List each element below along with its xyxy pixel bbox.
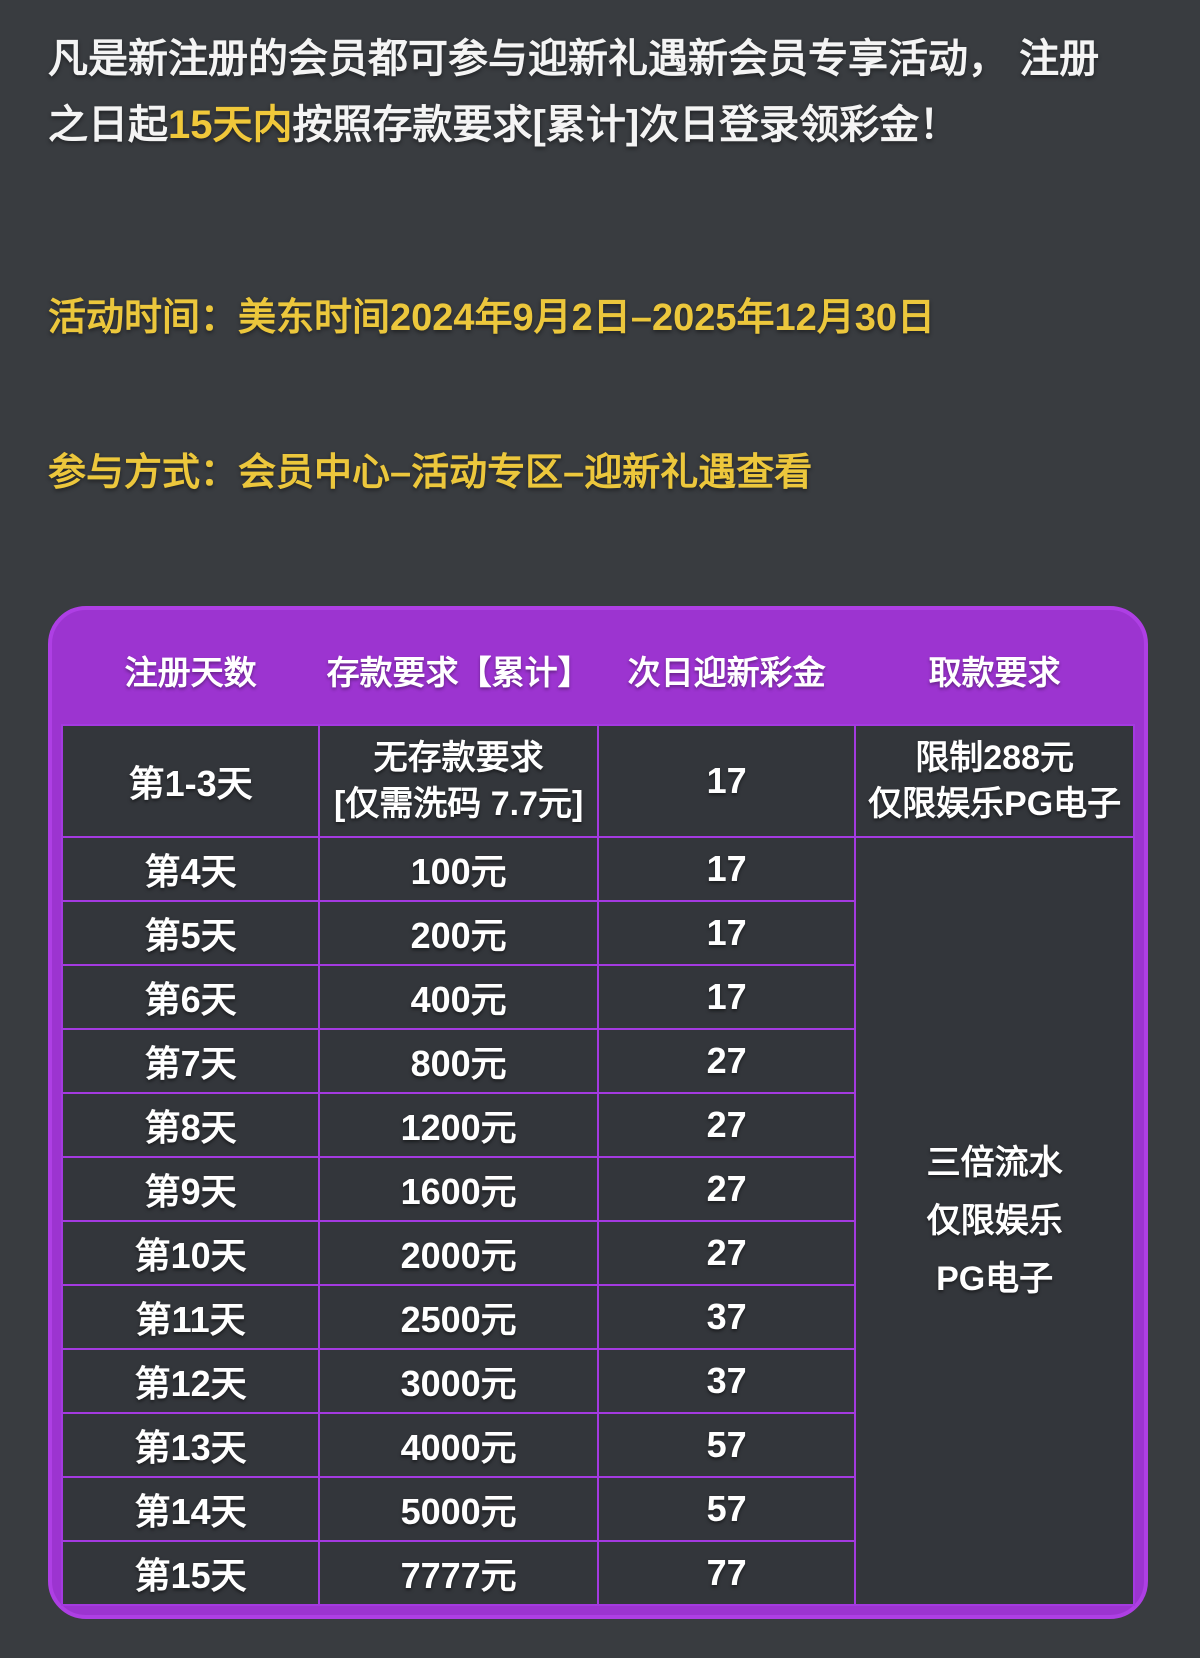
col-header-withdraw-requirement: 取款要求 bbox=[928, 654, 1061, 691]
withdraw-line2: 仅限娱乐PG电子 bbox=[868, 785, 1122, 823]
bonus-cell: 57 bbox=[596, 1476, 857, 1542]
day-cell: 第14天 bbox=[60, 1476, 321, 1542]
participation-label: 参与方式： bbox=[48, 452, 239, 494]
deposit-cell: 2000元 bbox=[318, 1220, 599, 1286]
deposit-cell: 7777元 bbox=[318, 1540, 599, 1606]
deposit-cell: 4000元 bbox=[318, 1412, 599, 1478]
day-cell: 第1-3天 bbox=[60, 724, 321, 838]
bonus-cell: 17 bbox=[596, 836, 857, 902]
day-cell: 第13天 bbox=[60, 1412, 321, 1478]
withdraw-cell: 限制288元 仅限娱乐PG电子 bbox=[854, 724, 1135, 838]
table-row: 第8天 1200元 27 bbox=[60, 1092, 1134, 1158]
day-cell: 第6天 bbox=[60, 964, 321, 1030]
bonus-cell: 17 bbox=[596, 964, 857, 1030]
bonus-cell: 27 bbox=[596, 1028, 857, 1094]
participation-line: 参与方式：会员中心–活动专区–迎新礼遇查看 bbox=[48, 441, 1150, 496]
intro-line2-prefix: 之日起 bbox=[48, 103, 168, 147]
deposit-cell: 5000元 bbox=[318, 1476, 599, 1542]
col-header-deposit-requirement: 存款要求【累计】 bbox=[326, 654, 591, 691]
bonus-cell: 27 bbox=[596, 1092, 857, 1158]
deposit-cell: 200元 bbox=[318, 900, 599, 966]
merged-withdraw-line1: 三倍流水 bbox=[926, 1144, 1063, 1182]
day-cell: 第5天 bbox=[60, 900, 321, 966]
participation-value: 会员中心–活动专区–迎新礼遇查看 bbox=[238, 452, 813, 494]
table-row: 第5天 200元 17 bbox=[60, 900, 1134, 966]
table-row: 第1-3天 无存款要求 [仅需洗码 7.7元] 17 限制288元 仅限娱乐PG… bbox=[60, 724, 1135, 838]
bonus-cell: 27 bbox=[596, 1220, 857, 1286]
day-cell: 第15天 bbox=[60, 1540, 321, 1606]
day-cell: 第12天 bbox=[60, 1348, 321, 1414]
merged-withdraw-line3: PG电子 bbox=[936, 1260, 1054, 1298]
day-cell: 第11天 bbox=[60, 1284, 321, 1350]
deposit-line2: [仅需洗码 7.7元] bbox=[333, 785, 584, 823]
table-row: 第12天 3000元 37 bbox=[60, 1348, 1134, 1414]
promo-table-frame: 注册天数 存款要求【累计】 次日迎新彩金 取款要求 第1-3天 无存款要求 [仅… bbox=[48, 606, 1148, 1619]
bonus-cell: 57 bbox=[596, 1412, 857, 1478]
highlight-15-days: 15天内 bbox=[168, 103, 293, 147]
table-header-row: 注册天数 存款要求【累计】 次日迎新彩金 取款要求 bbox=[62, 610, 1134, 725]
intro-text: 凡是新注册的会员都可参与迎新礼遇新会员专享活动， 注册 之日起15天内按照存款要… bbox=[48, 26, 1150, 158]
bonus-cell: 17 bbox=[596, 724, 857, 838]
event-time-label: 活动时间： bbox=[48, 297, 239, 339]
deposit-cell: 1600元 bbox=[318, 1156, 599, 1222]
deposit-line1: 无存款要求 bbox=[373, 739, 544, 777]
deposit-cell: 800元 bbox=[318, 1028, 599, 1094]
bonus-cell: 27 bbox=[596, 1156, 857, 1222]
withdraw-line1: 限制288元 bbox=[915, 739, 1074, 777]
page-content: 凡是新注册的会员都可参与迎新礼遇新会员专享活动， 注册 之日起15天内按照存款要… bbox=[48, 26, 1150, 1619]
table-row: 第11天 2500元 37 bbox=[60, 1284, 1134, 1350]
table-row: 第9天 1600元 27 bbox=[60, 1156, 1134, 1222]
table-row: 第7天 800元 27 bbox=[60, 1028, 1134, 1094]
day-cell: 第4天 bbox=[60, 836, 321, 902]
day-cell: 第7天 bbox=[60, 1028, 321, 1094]
deposit-cell: 3000元 bbox=[318, 1348, 599, 1414]
table-row: 第13天 4000元 57 bbox=[60, 1412, 1134, 1478]
table-row: 第14天 5000元 57 bbox=[60, 1476, 1134, 1542]
table-row: 第4天 100元 17 三倍流水 仅限娱乐 PG电子 bbox=[60, 836, 1135, 1606]
intro-line1: 凡是新注册的会员都可参与迎新礼遇新会员专享活动， 注册 bbox=[48, 37, 1100, 81]
deposit-cell: 无存款要求 [仅需洗码 7.7元] bbox=[318, 724, 599, 838]
deposit-cell: 2500元 bbox=[318, 1284, 599, 1350]
col-header-register-days: 注册天数 bbox=[124, 654, 257, 691]
bonus-cell: 37 bbox=[596, 1284, 857, 1350]
deposit-cell: 1200元 bbox=[318, 1092, 599, 1158]
bonus-cell: 37 bbox=[596, 1348, 857, 1414]
merged-withdraw-cell: 三倍流水 仅限娱乐 PG电子 bbox=[854, 836, 1135, 1606]
deposit-cell: 400元 bbox=[318, 964, 599, 1030]
day-cell: 第9天 bbox=[60, 1156, 321, 1222]
table-row: 第6天 400元 17 bbox=[60, 964, 1134, 1030]
bonus-cell: 77 bbox=[596, 1540, 857, 1606]
event-time-value: 美东时间2024年9月2日–2025年12月30日 bbox=[238, 297, 936, 339]
merged-withdraw-line2: 仅限娱乐 bbox=[926, 1202, 1063, 1240]
intro-line2-suffix: 按照存款要求[累计]次日登录领彩金！ bbox=[292, 103, 960, 147]
event-time-line: 活动时间：美东时间2024年9月2日–2025年12月30日 bbox=[48, 286, 1150, 341]
col-header-next-day-bonus: 次日迎新彩金 bbox=[627, 654, 826, 691]
bonus-cell: 17 bbox=[596, 900, 857, 966]
deposit-cell: 100元 bbox=[318, 836, 599, 902]
day-cell: 第10天 bbox=[60, 1220, 321, 1286]
table-row: 第10天 2000元 27 bbox=[60, 1220, 1134, 1286]
day-cell: 第8天 bbox=[60, 1092, 321, 1158]
promo-table: 注册天数 存款要求【累计】 次日迎新彩金 取款要求 第1-3天 无存款要求 [仅… bbox=[60, 610, 1135, 1606]
table-row: 第15天 7777元 77 bbox=[60, 1540, 1134, 1606]
